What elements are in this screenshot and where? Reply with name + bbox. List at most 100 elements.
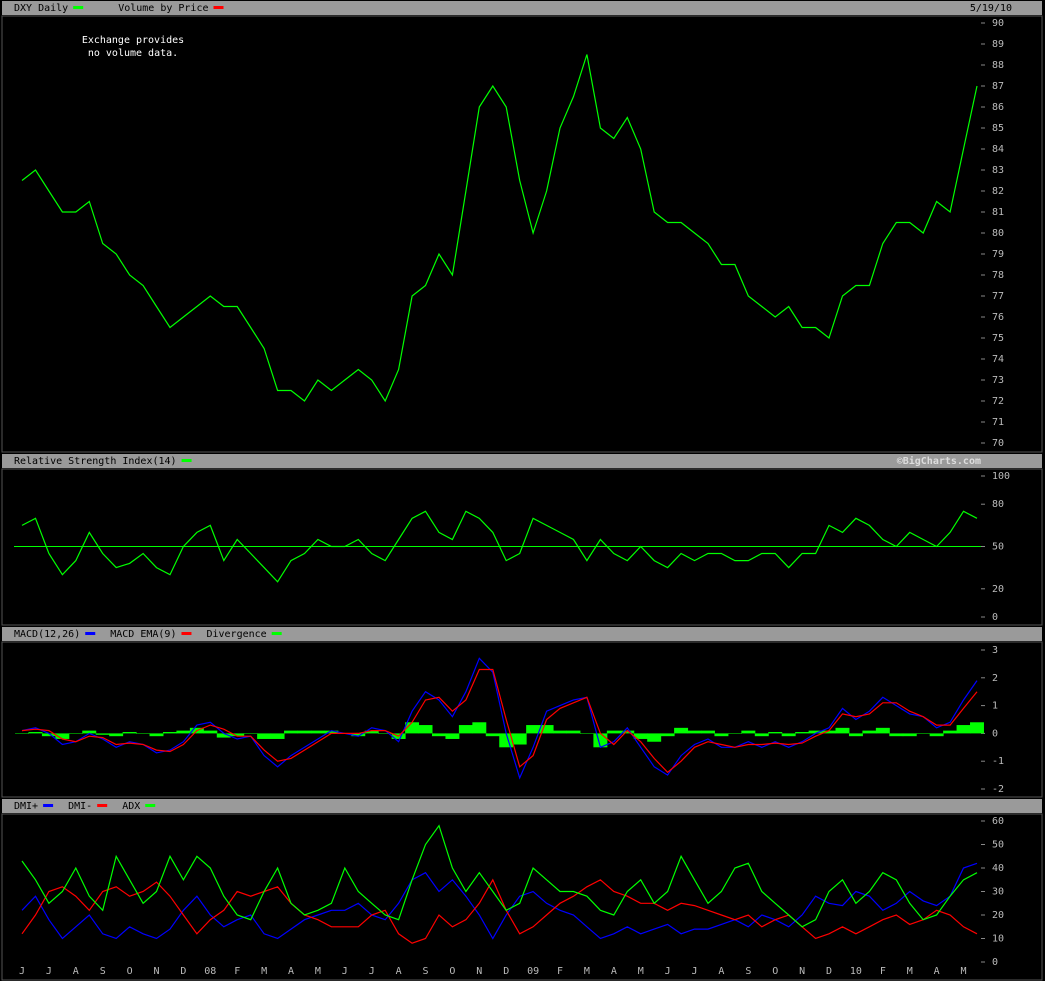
divergence-bar	[647, 733, 662, 742]
divergence-bar	[230, 733, 245, 737]
divergence-bar	[620, 730, 635, 734]
divergence-bar	[297, 730, 312, 734]
y-tick-label: 60	[992, 816, 1004, 827]
y-tick-label: 83	[992, 165, 1004, 176]
divergence-bar	[418, 725, 433, 734]
x-tick-label: S	[745, 966, 751, 977]
divergence-bar	[405, 722, 420, 734]
divergence-bar	[539, 725, 554, 734]
x-tick-label: A	[73, 966, 79, 977]
x-tick-label: J	[369, 966, 375, 977]
legend-label: DMI-	[68, 801, 92, 812]
x-tick-label: 08	[204, 966, 216, 977]
divergence-bar	[136, 733, 151, 734]
divergence-bar	[687, 730, 702, 734]
divergence-bar	[431, 733, 446, 737]
divergence-bar	[378, 733, 393, 734]
y-tick-label: -2	[992, 784, 1004, 795]
x-tick-label: D	[826, 966, 832, 977]
divergence-bar	[458, 725, 473, 734]
y-tick-label: 89	[992, 39, 1004, 50]
divergence-bar	[162, 732, 177, 734]
divergence-bar	[768, 732, 783, 734]
legend-swatch	[85, 632, 96, 635]
x-tick-label: J	[19, 966, 25, 977]
y-tick-label: 10	[992, 934, 1004, 945]
header-strip	[2, 799, 1042, 813]
legend-label: MACD(12,26)	[14, 629, 80, 640]
divergence-bar	[310, 730, 325, 734]
y-tick-label: 30	[992, 887, 1004, 898]
y-tick-label: 40	[992, 863, 1004, 874]
x-tick-label: N	[476, 966, 482, 977]
panel-border	[1, 15, 1043, 453]
divergence-bar	[916, 733, 931, 734]
y-tick-label: 80	[992, 228, 1004, 239]
y-tick-label: 1	[992, 701, 998, 712]
x-tick-label: M	[584, 966, 590, 977]
legend-label: DXY Daily	[14, 3, 68, 14]
x-tick-label: N	[153, 966, 159, 977]
y-tick-label: -1	[992, 756, 1004, 767]
x-tick-label: J	[665, 966, 671, 977]
divergence-bar	[929, 733, 944, 737]
x-tick-label: J	[46, 966, 52, 977]
divergence-bar	[15, 733, 29, 734]
legend-swatch	[181, 632, 192, 635]
annotation: no volume data.	[88, 48, 178, 59]
divergence-bar	[270, 733, 285, 739]
x-tick-label: F	[880, 966, 886, 977]
legend-label: Relative Strength Index(14)	[14, 456, 177, 467]
x-tick-label: M	[907, 966, 913, 977]
y-tick-label: 75	[992, 333, 1004, 344]
legend-swatch	[271, 632, 282, 635]
x-tick-label: J	[342, 966, 348, 977]
y-tick-label: 0	[992, 957, 998, 968]
series-line	[21, 878, 978, 944]
y-tick-label: 76	[992, 312, 1004, 323]
y-tick-label: 71	[992, 417, 1004, 428]
divergence-bar	[203, 730, 218, 734]
y-tick-label: 85	[992, 123, 1004, 134]
x-tick-label: A	[718, 966, 724, 977]
x-tick-label: S	[100, 966, 106, 977]
divergence-bar	[970, 722, 984, 734]
y-tick-label: 20	[992, 910, 1004, 921]
source-label: ©BigCharts.com	[897, 455, 981, 467]
divergence-bar	[41, 733, 56, 737]
y-tick-label: 50	[992, 542, 1004, 553]
y-tick-label: 84	[992, 144, 1004, 155]
divergence-bar	[95, 733, 110, 735]
divergence-bar	[445, 733, 460, 739]
y-tick-label: 90	[992, 18, 1004, 29]
divergence-bar	[216, 733, 231, 738]
legend-label: Volume by Price	[118, 3, 208, 14]
divergence-bar	[472, 722, 487, 734]
legend-label: DMI+	[14, 801, 38, 812]
divergence-bar	[808, 730, 823, 734]
header-strip	[2, 1, 1042, 15]
y-tick-label: 74	[992, 354, 1004, 365]
divergence-bar	[364, 730, 379, 734]
x-tick-label: F	[234, 966, 240, 977]
x-tick-label: M	[261, 966, 267, 977]
divergence-bar	[848, 733, 863, 737]
divergence-bar	[526, 725, 541, 734]
divergence-bar	[862, 730, 877, 734]
divergence-bar	[943, 730, 958, 734]
header-strip	[2, 454, 1042, 468]
divergence-bar	[176, 730, 191, 734]
divergence-bar	[82, 730, 97, 734]
series-line	[21, 510, 978, 583]
x-tick-label: 09	[527, 966, 539, 977]
header-strip	[2, 627, 1042, 641]
y-tick-label: 88	[992, 60, 1004, 71]
divergence-bar	[956, 725, 971, 734]
y-tick-label: 87	[992, 81, 1004, 92]
divergence-bar	[660, 733, 675, 737]
y-tick-label: 77	[992, 291, 1004, 302]
y-tick-label: 72	[992, 396, 1004, 407]
x-tick-label: O	[772, 966, 778, 977]
